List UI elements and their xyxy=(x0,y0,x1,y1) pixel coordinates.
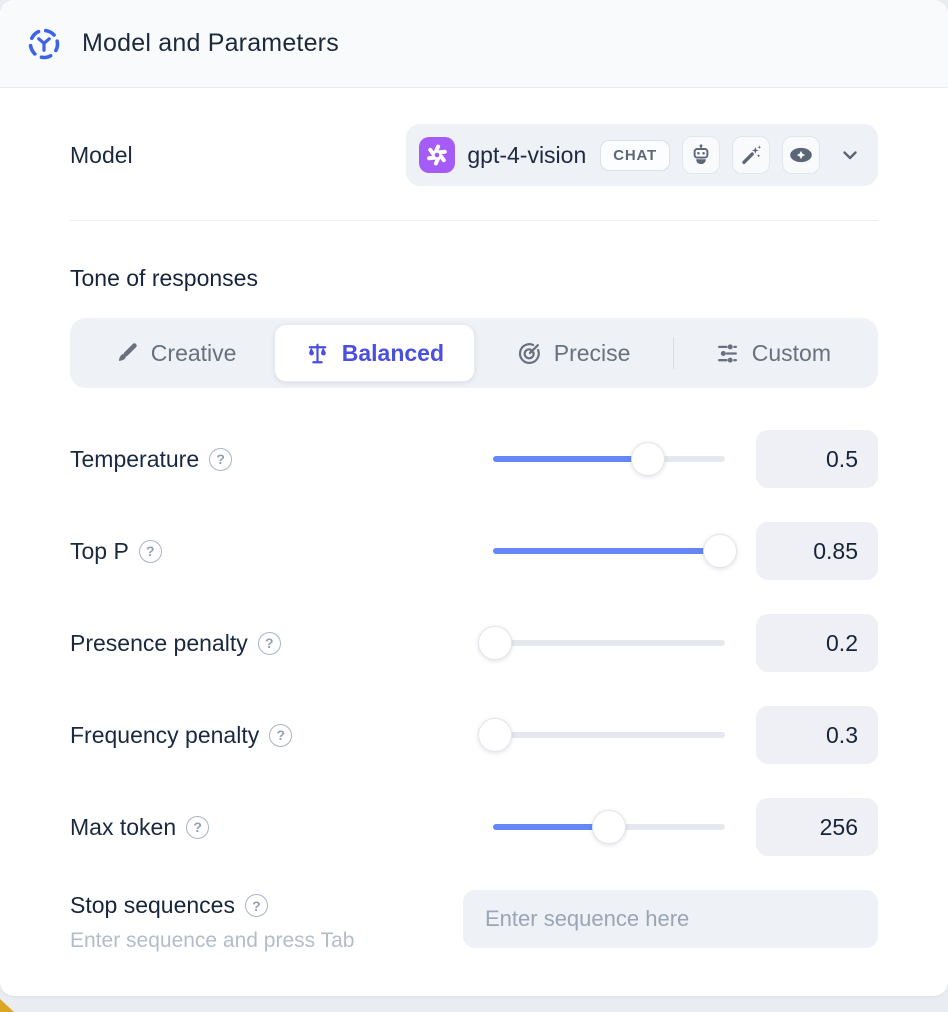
section-divider xyxy=(70,220,878,221)
temperature-row: Temperature ? 0.5 xyxy=(70,430,878,488)
slider-track[interactable] xyxy=(493,732,725,738)
tone-option-creative[interactable]: Creative xyxy=(76,324,274,382)
tone-separator xyxy=(672,337,674,369)
tone-option-balanced[interactable]: Balanced xyxy=(274,324,475,382)
slider-thumb[interactable] xyxy=(592,810,626,844)
max-token-row: Max token ? 256 xyxy=(70,798,878,856)
vision-eye-icon xyxy=(782,136,820,174)
model-name: gpt-4-vision xyxy=(467,141,587,168)
stop-label-text: Stop sequences xyxy=(70,892,235,918)
model-select[interactable]: gpt-4-vision CHAT xyxy=(406,124,878,186)
param-label-text: Max token xyxy=(70,813,177,840)
help-icon[interactable]: ? xyxy=(269,723,293,747)
slider-thumb[interactable] xyxy=(703,534,738,568)
frequency-penalty-value[interactable]: 0.3 xyxy=(756,706,878,764)
slider-fill xyxy=(493,548,721,554)
presence-penalty-row: Presence penalty ? 0.2 xyxy=(70,614,878,672)
magic-wand-icon xyxy=(732,136,770,174)
tone-option-custom[interactable]: Custom xyxy=(674,324,872,382)
tone-option-label: Creative xyxy=(150,339,237,366)
model-row: Model gpt-4-vi xyxy=(70,124,878,186)
param-label-text: Top P xyxy=(70,537,129,564)
temperature-label: Temperature ? xyxy=(70,446,493,473)
slider-fill xyxy=(493,824,609,830)
tone-option-label: Precise xyxy=(553,339,631,366)
tone-segmented-control: Creative Balanced xyxy=(70,318,878,388)
panel-header: Model and Parameters xyxy=(0,0,948,88)
slider-thumb[interactable] xyxy=(631,442,666,476)
top-p-value[interactable]: 0.85 xyxy=(756,522,878,580)
target-arrow-icon xyxy=(517,341,542,366)
background-accent xyxy=(0,999,14,1012)
tone-option-label: Custom xyxy=(751,339,831,366)
top-p-row: Top P ? 0.85 xyxy=(70,522,878,580)
model-label: Model xyxy=(70,141,133,168)
sliders-icon xyxy=(715,341,740,366)
frequency-penalty-label: Frequency penalty ? xyxy=(70,722,493,749)
tone-option-label: Balanced xyxy=(341,339,444,366)
stop-sequences-labels: Stop sequences ? Enter sequence and pres… xyxy=(70,890,463,953)
param-label-text: Presence penalty xyxy=(70,629,248,656)
stop-sequence-input[interactable] xyxy=(463,890,878,948)
slider-fill xyxy=(493,456,649,462)
frequency-penalty-row: Frequency penalty ? 0.3 xyxy=(70,706,878,764)
help-icon[interactable]: ? xyxy=(209,447,233,471)
tone-option-precise[interactable]: Precise xyxy=(475,324,673,382)
max-token-slider[interactable] xyxy=(493,810,725,844)
presence-penalty-value[interactable]: 0.2 xyxy=(756,614,878,672)
param-label-text: Temperature xyxy=(70,445,200,472)
top-p-slider[interactable] xyxy=(493,534,738,568)
parameters-list: Temperature ? 0.5 Top P ? xyxy=(70,430,878,856)
slider-thumb[interactable] xyxy=(478,718,513,752)
scales-icon xyxy=(305,341,330,366)
slider-thumb[interactable] xyxy=(478,626,513,660)
stop-sequences-label: Stop sequences ? xyxy=(70,892,463,919)
help-icon[interactable]: ? xyxy=(257,631,281,655)
temperature-slider[interactable] xyxy=(493,442,725,476)
chevron-down-icon xyxy=(838,143,862,167)
agents-icon xyxy=(26,26,62,62)
presence-penalty-label: Presence penalty ? xyxy=(70,630,493,657)
help-icon[interactable]: ? xyxy=(138,539,162,563)
help-icon[interactable]: ? xyxy=(186,815,210,839)
max-token-label: Max token ? xyxy=(70,814,493,841)
chat-type-badge: CHAT xyxy=(600,139,670,171)
temperature-value[interactable]: 0.5 xyxy=(756,430,878,488)
param-label-text: Frequency penalty xyxy=(70,721,260,748)
panel-title: Model and Parameters xyxy=(82,29,339,57)
presence-penalty-slider[interactable] xyxy=(478,626,725,660)
slider-track[interactable] xyxy=(493,640,725,646)
top-p-label: Top P ? xyxy=(70,538,493,565)
paintbrush-icon xyxy=(114,341,139,366)
help-icon[interactable]: ? xyxy=(244,894,268,917)
tone-section-title: Tone of responses xyxy=(70,265,258,291)
openai-logo-icon xyxy=(419,137,456,173)
robot-icon xyxy=(682,136,720,174)
stop-sequences-row: Stop sequences ? Enter sequence and pres… xyxy=(70,890,878,953)
stop-sequences-hint: Enter sequence and press Tab xyxy=(70,929,355,952)
frequency-penalty-slider[interactable] xyxy=(478,718,725,752)
max-token-value[interactable]: 256 xyxy=(756,798,878,856)
